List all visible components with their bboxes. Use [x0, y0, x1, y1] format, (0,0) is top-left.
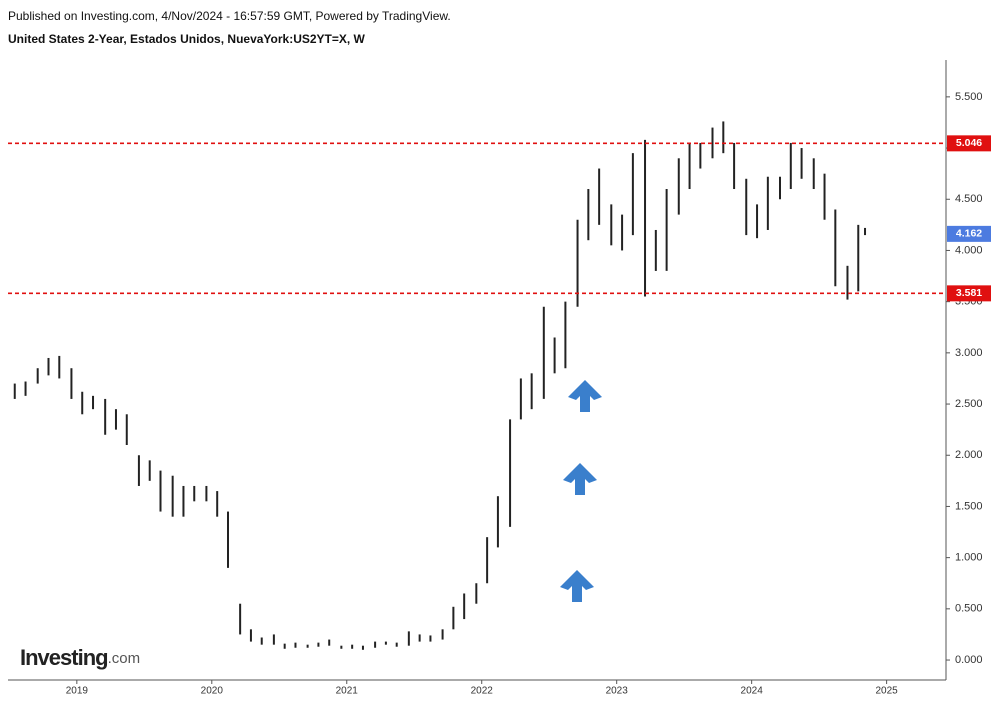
y-tick-label: 2.500: [955, 398, 983, 410]
arrows: [560, 380, 602, 602]
chart-title: United States 2-Year, Estados Unidos, Nu…: [8, 32, 366, 46]
x-tick-label: 2021: [336, 686, 359, 697]
level-box: [947, 135, 991, 152]
y-tick-label: 0.500: [955, 603, 983, 615]
y-tick-label: 0.000: [955, 654, 983, 666]
logo-main: Investing: [20, 645, 108, 670]
x-tick-label: 2022: [471, 686, 494, 697]
arrow: [563, 463, 597, 495]
level-label: 5.046: [956, 137, 982, 149]
level-label: 3.581: [956, 287, 982, 299]
y-tick-label: 4.000: [955, 244, 983, 256]
arrow: [568, 380, 602, 412]
x-tick-label: 2019: [66, 686, 89, 697]
subtitle: Published on Investing.com, 4/Nov/2024 -…: [8, 9, 451, 23]
x-tick-label: 2025: [875, 686, 898, 697]
arrow: [560, 570, 594, 602]
x-tick-label: 2023: [606, 686, 629, 697]
y-tick-label: 3.000: [955, 347, 983, 359]
logo-suffix: .com: [108, 650, 141, 667]
last-price-box: [947, 225, 991, 242]
y-tick-label: 1.000: [955, 552, 983, 564]
y-tick-label: 4.500: [955, 193, 983, 205]
y-tick-label: 2.000: [955, 449, 983, 461]
y-tick-label: 1.500: [955, 500, 983, 512]
x-tick-label: 2020: [201, 686, 224, 697]
logo: Investing.com: [20, 645, 140, 670]
y-tick-label: 5.500: [955, 91, 983, 103]
level-box: [947, 285, 991, 302]
x-tick-label: 2024: [741, 686, 764, 697]
last-price-label: 4.162: [956, 228, 982, 240]
